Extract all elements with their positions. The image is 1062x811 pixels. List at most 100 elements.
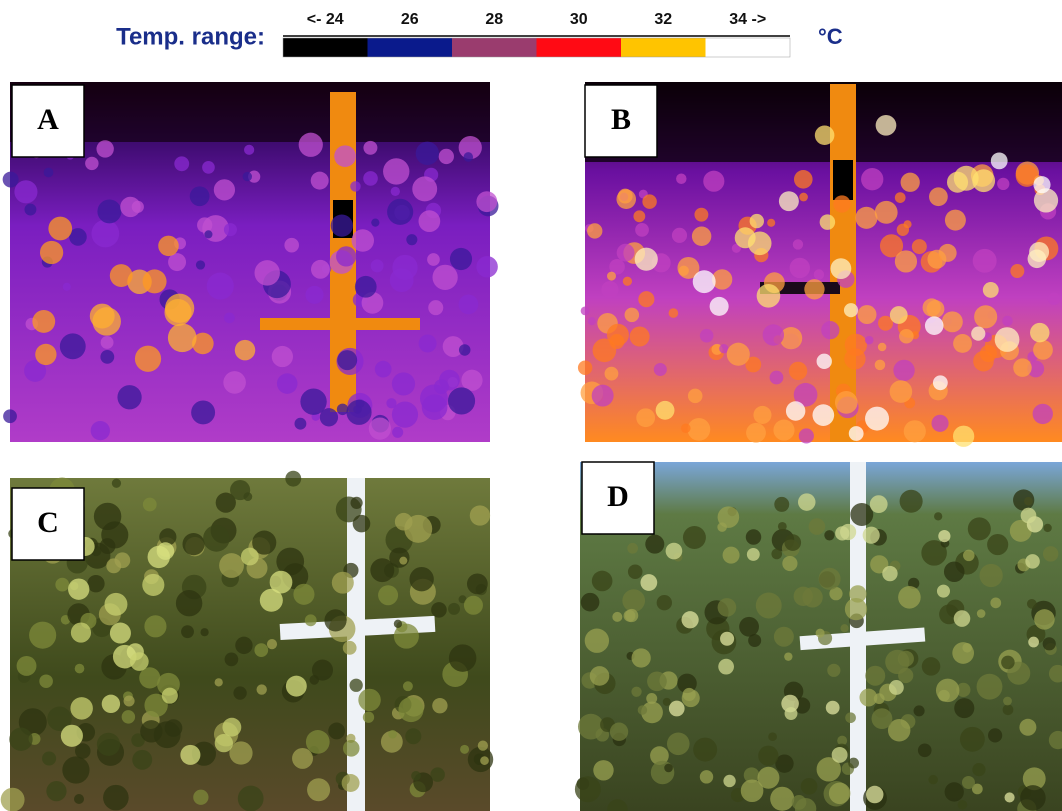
texture [97,199,121,223]
texture [398,697,423,722]
texture [971,326,985,340]
texture [835,526,849,540]
texture [605,367,619,381]
texture [632,648,651,667]
texture [101,336,114,349]
texture [17,656,37,676]
texture [300,388,326,414]
texture [305,614,317,626]
texture [480,756,489,765]
texture [622,589,645,612]
texture [893,360,914,381]
texture [763,324,784,345]
texture [459,344,471,356]
texture [104,593,127,616]
texture [460,745,469,754]
texture [607,272,616,281]
texture [651,761,675,785]
texture [1028,637,1039,648]
texture [343,740,360,757]
texture [720,632,734,646]
texture [832,747,848,763]
texture [952,642,974,664]
texture [120,197,140,217]
texture [286,676,307,697]
texture [789,362,807,380]
texture [470,505,490,525]
texture [293,584,314,605]
texture [779,191,799,211]
texture [747,548,760,561]
texture [375,361,392,378]
texture [953,334,972,353]
panel-label: A [37,103,59,136]
texture [703,171,724,192]
texture [816,629,825,638]
texture [826,701,840,715]
texture [899,329,914,344]
texture [794,170,813,189]
texture [1033,340,1053,360]
texture [272,346,293,367]
texture [635,223,649,237]
texture [758,746,778,766]
texture [642,194,656,208]
texture [92,307,120,335]
texture [1048,292,1060,304]
texture [784,652,792,660]
texture [688,418,711,441]
texture [243,172,252,181]
panel-label: C [37,506,59,539]
texture [277,373,298,394]
crossbar [260,318,420,330]
texture [844,303,858,317]
texture [878,343,887,352]
texture [222,718,241,737]
texture [882,566,897,581]
texture [657,595,672,610]
texture [215,734,233,752]
legend-tick-label: 30 [570,11,588,28]
texture [371,259,384,272]
texture [693,270,716,293]
texture [676,174,686,184]
texture [223,371,246,394]
texture [983,282,999,298]
texture [925,316,944,335]
legend-swatch [537,38,622,57]
texture [623,277,632,286]
texture [39,674,53,688]
texture [664,764,673,773]
texture [383,158,409,184]
texture [848,758,859,769]
texture [1020,785,1046,811]
legend-tick-label: 32 [654,11,672,28]
figure: Temp. range: °C <- 242628303234 ->ABC [0,0,1062,811]
texture [392,402,418,428]
texture [406,234,417,245]
legend-swatch [368,38,453,57]
texture [110,623,131,644]
texture [202,161,215,174]
texture [588,317,596,325]
texture [973,351,994,372]
texture [918,743,932,757]
texture [97,733,120,756]
texture [767,219,775,227]
texture [617,244,635,262]
texture [793,239,803,249]
texture [1028,250,1047,269]
texture [87,575,104,592]
texture [363,712,374,723]
texture [890,380,913,403]
texture [746,529,761,544]
texture [688,389,703,404]
texture [74,794,84,804]
texture [390,268,414,292]
texture [817,354,832,369]
texture [450,248,472,270]
texture [700,329,714,343]
texture [257,684,267,694]
texture [284,238,299,253]
texture [968,517,991,540]
